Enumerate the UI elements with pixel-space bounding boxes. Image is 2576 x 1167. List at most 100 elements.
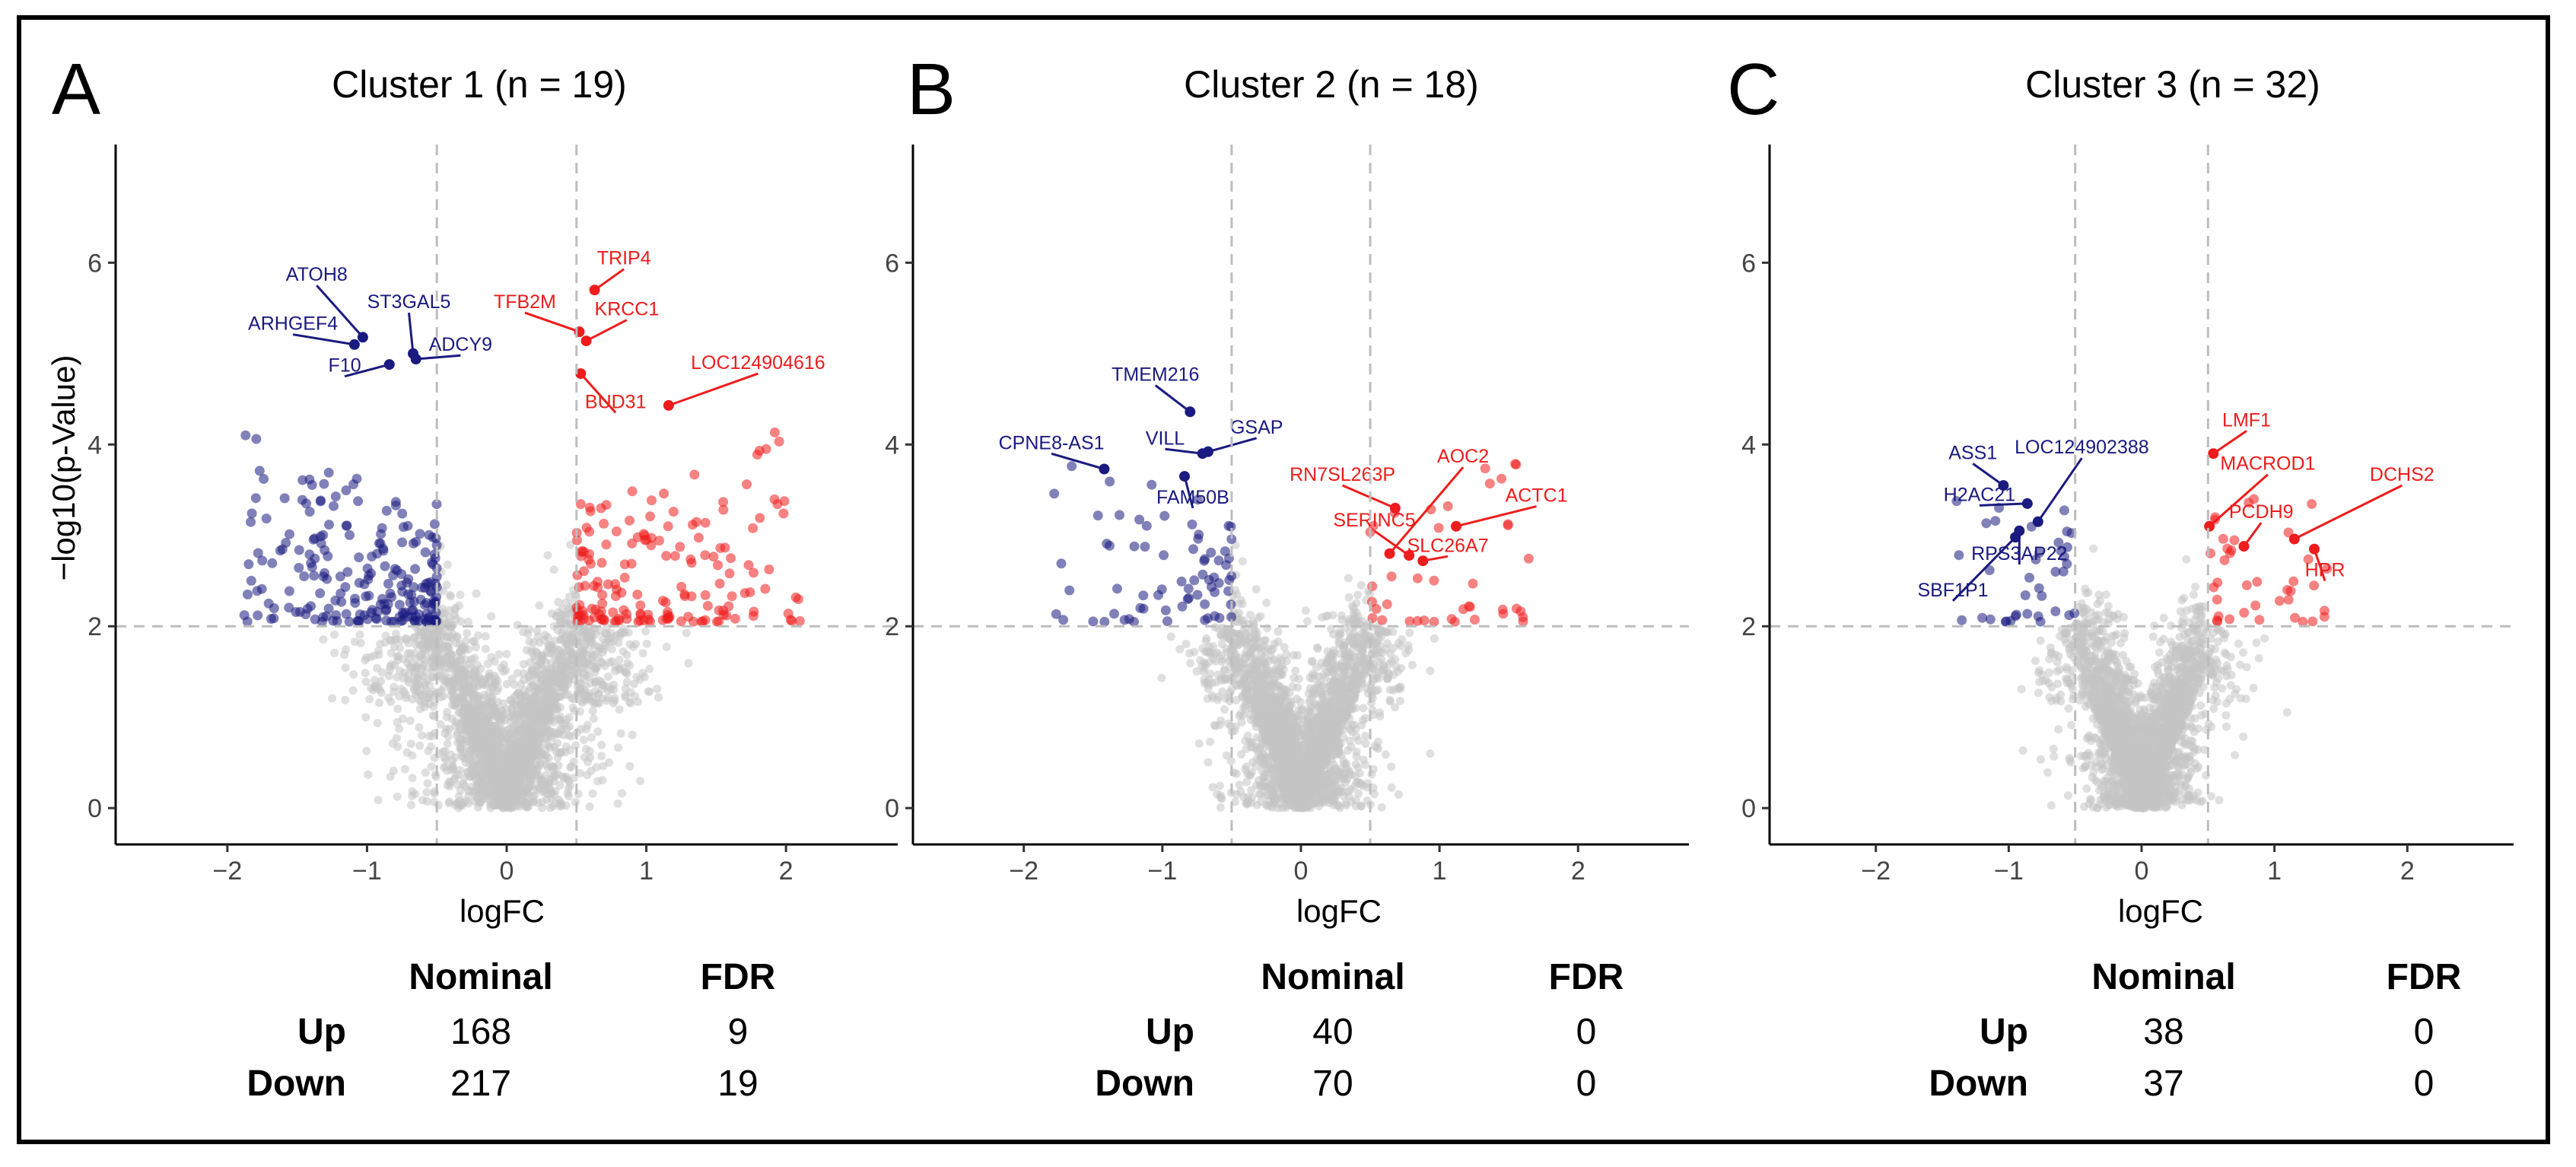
background-point	[1381, 750, 1390, 759]
background-point	[457, 726, 466, 735]
background-point	[557, 667, 566, 676]
down-point	[324, 520, 334, 530]
background-point	[580, 626, 589, 635]
background-point	[458, 681, 467, 690]
gene-label: TRIP4	[597, 248, 651, 269]
background-point	[356, 638, 365, 647]
gene-label: ARHGEF4	[248, 313, 338, 335]
background-point	[456, 590, 465, 599]
down-point	[323, 467, 334, 478]
background-point	[449, 689, 458, 698]
background-point	[386, 772, 395, 781]
background-point	[445, 613, 454, 622]
background-point	[406, 739, 415, 749]
background-point	[1321, 673, 1330, 682]
background-point	[553, 645, 562, 654]
background-point	[533, 673, 542, 682]
up-point	[793, 594, 803, 605]
background-point	[485, 720, 494, 729]
background-point	[1359, 704, 1368, 713]
up-point	[613, 613, 624, 624]
background-point	[492, 775, 501, 784]
down-point	[329, 501, 339, 511]
background-point	[481, 644, 490, 653]
background-point	[472, 643, 481, 652]
background-point	[464, 706, 473, 715]
down-point	[302, 603, 313, 614]
background-point	[469, 637, 478, 645]
background-point	[1226, 757, 1236, 765]
down-point	[410, 564, 421, 574]
up-point	[715, 542, 726, 553]
background-point	[549, 802, 558, 811]
table-row-up-label: Up	[297, 1012, 346, 1052]
background-point	[565, 746, 574, 755]
background-point	[384, 671, 393, 680]
background-point	[404, 678, 413, 687]
labeled-point	[663, 399, 674, 411]
background-point	[412, 682, 421, 692]
down-point	[319, 479, 329, 489]
background-point	[453, 633, 462, 642]
background-point	[547, 609, 556, 618]
down-point	[279, 493, 290, 504]
background-point	[582, 725, 590, 733]
background-point	[373, 718, 382, 727]
labeled-point	[575, 368, 587, 380]
background-point	[1274, 627, 1283, 636]
background-point	[437, 686, 446, 695]
up-point	[603, 579, 613, 590]
background-point	[491, 674, 501, 683]
down-point	[429, 519, 440, 529]
background-point	[390, 682, 399, 692]
background-point	[1280, 643, 1289, 652]
down-point	[388, 570, 399, 580]
up-point	[714, 578, 725, 589]
background-point	[1426, 749, 1435, 758]
label-connector	[408, 312, 415, 354]
background-point	[531, 735, 540, 744]
background-point	[361, 669, 370, 678]
down-point	[243, 559, 254, 570]
background-point	[539, 787, 548, 797]
background-point	[536, 775, 545, 784]
x-tick-label: −2	[212, 857, 242, 886]
background-point	[521, 803, 530, 812]
background-point	[441, 655, 450, 664]
background-point	[456, 743, 465, 752]
background-point	[552, 747, 561, 756]
background-point	[607, 644, 616, 653]
background-point	[593, 690, 603, 698]
chart-title: Cluster 2 (n = 18)	[1184, 63, 1479, 106]
down-point	[397, 508, 408, 519]
up-point	[761, 444, 771, 454]
background-point	[521, 731, 530, 739]
up-point	[572, 570, 583, 580]
label-connector	[580, 373, 617, 414]
background-point	[553, 625, 562, 634]
background-point	[365, 695, 374, 704]
up-point	[718, 497, 729, 507]
labeled-point	[357, 332, 368, 343]
up-point	[686, 591, 697, 602]
background-point	[499, 699, 508, 708]
background-point	[579, 736, 588, 744]
label-connector	[344, 363, 390, 378]
background-point	[1222, 751, 1231, 760]
background-point	[561, 640, 570, 648]
background-point	[1216, 803, 1225, 812]
background-point	[554, 761, 563, 770]
chart-title: Cluster 1 (n = 19)	[332, 63, 627, 106]
background-point	[411, 655, 420, 664]
up-point	[597, 598, 608, 609]
background-point	[626, 698, 635, 708]
background-point	[487, 692, 496, 701]
gene-label: ATOH8	[286, 264, 348, 285]
background-point	[519, 660, 528, 669]
down-point	[341, 485, 351, 495]
down-point	[362, 563, 373, 574]
labeled-point	[580, 335, 592, 347]
background-point	[615, 705, 624, 714]
background-point	[447, 701, 456, 710]
